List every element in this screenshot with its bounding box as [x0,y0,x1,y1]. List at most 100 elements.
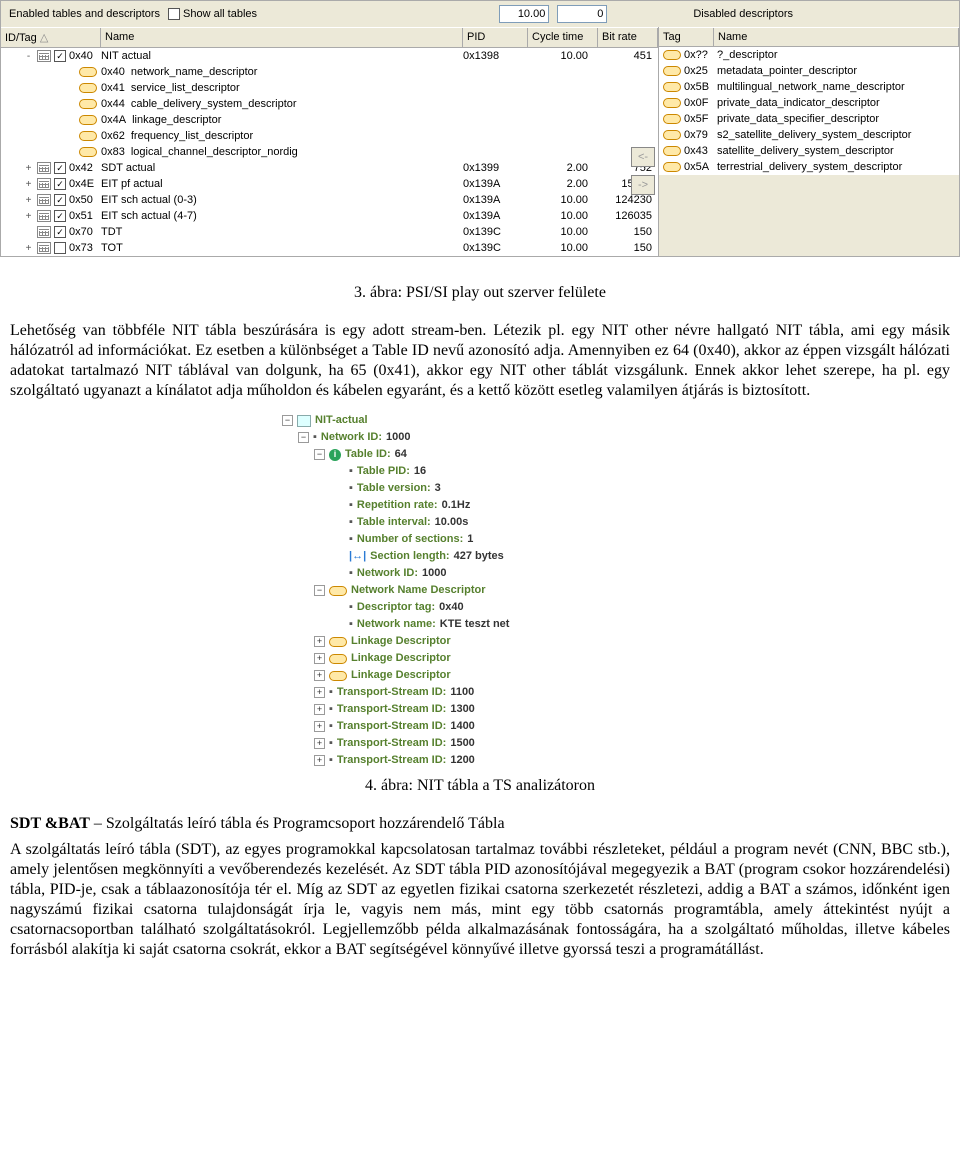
expand-toggle[interactable]: + [314,738,325,749]
row-bitrate: 150 [598,242,658,254]
table-row[interactable]: 0x5Aterrestrial_delivery_system_descript… [659,159,959,175]
showall-checkbox[interactable] [168,8,180,20]
descriptor-icon [79,67,97,77]
table-icon [37,178,51,190]
table-row[interactable]: 0x83logical_channel_descriptor_nordig [1,144,658,160]
table-row[interactable]: 0x5Bmultilingual_network_name_descriptor [659,79,959,95]
table-icon [37,50,51,62]
row-checkbox[interactable] [54,242,66,254]
tree-label: Transport-Stream ID: [337,686,446,700]
row-checkbox[interactable]: ✓ [54,226,66,238]
row-name: private_data_specifier_descriptor [717,113,955,125]
num-input-a[interactable] [499,5,549,23]
bullet-icon: ▪ [329,737,333,751]
row-name: TDT [101,226,463,238]
row-tag: 0x0F [684,97,708,109]
tree-label: Transport-Stream ID: [337,703,446,717]
bullet-icon: ▪ [349,601,353,615]
num-input-b[interactable] [557,5,607,23]
tree-label: Linkage Descriptor [351,635,451,649]
tree-line: +Linkage Descriptor [276,650,684,667]
table-row[interactable]: 0x4Alinkage_descriptor [1,112,658,128]
row-tag: 0x25 [684,65,708,77]
table-row[interactable]: 0x44cable_delivery_system_descriptor [1,96,658,112]
table-icon [37,162,51,174]
sdt-bat-heading: SDT &BAT – Szolgáltatás leíró tábla és P… [10,814,950,834]
bullet-icon: ▪ [329,686,333,700]
expand-toggle[interactable]: + [314,636,325,647]
expand-toggle[interactable]: + [314,704,325,715]
expand-toggle[interactable]: + [23,211,34,222]
table-row[interactable]: 0x25metadata_pointer_descriptor [659,63,959,79]
expand-toggle[interactable]: + [314,653,325,664]
expand-toggle[interactable]: − [282,415,293,426]
row-pid: 0x139A [463,210,528,222]
tree-label: Linkage Descriptor [351,669,451,683]
col-id[interactable]: ID/Tag [5,32,37,44]
expand-toggle[interactable]: + [314,721,325,732]
row-id: 0x42 [69,162,93,174]
expand-toggle[interactable]: − [314,449,325,460]
table-row[interactable]: -✓0x40NIT actual0x139810.00451 [1,48,658,64]
expand-toggle[interactable]: − [298,432,309,443]
expand-toggle[interactable]: + [314,755,325,766]
table-row[interactable]: ✓0x70TDT0x139C10.00150 [1,224,658,240]
tree-value: 1000 [386,431,410,445]
tree-line: ▪Descriptor tag: 0x40 [276,599,684,616]
row-name: multilingual_network_name_descriptor [717,81,955,93]
tree-line: ▪Table interval: 10.00s [276,514,684,531]
row-checkbox[interactable]: ✓ [54,50,66,62]
col-name[interactable]: Name [101,28,463,47]
table-row[interactable]: +✓0x50EIT sch actual (0-3)0x139A10.00124… [1,192,658,208]
row-id: 0x50 [69,194,93,206]
expand-toggle[interactable]: + [23,243,34,254]
table-row[interactable]: +✓0x51EIT sch actual (4-7)0x139A10.00126… [1,208,658,224]
tree-value: 1500 [450,737,474,751]
row-name: TOT [101,242,463,254]
expand-toggle[interactable]: − [314,585,325,596]
expand-toggle[interactable]: + [23,195,34,206]
tree-label: Descriptor tag: [357,601,435,615]
col-tag[interactable]: Tag [659,28,714,46]
expand-toggle[interactable]: + [314,670,325,681]
table-row[interactable]: 0x41service_list_descriptor [1,80,658,96]
tree-value: 1300 [450,703,474,717]
expand-toggle[interactable]: - [23,51,34,62]
move-left-button[interactable]: <- [631,147,655,167]
expand-toggle[interactable]: + [23,163,34,174]
row-checkbox[interactable]: ✓ [54,162,66,174]
row-checkbox[interactable]: ✓ [54,194,66,206]
expand-toggle[interactable]: + [314,687,325,698]
table-row[interactable]: 0x5Fprivate_data_specifier_descriptor [659,111,959,127]
row-cycle: 10.00 [528,210,598,222]
row-checkbox[interactable]: ✓ [54,210,66,222]
row-name: private_data_indicator_descriptor [717,97,955,109]
table-row[interactable]: 0x43satellite_delivery_system_descriptor [659,143,959,159]
tree-value: 1000 [422,567,446,581]
tree-line: +▪Transport-Stream ID: 1500 [276,735,684,752]
table-icon [37,242,51,254]
table-row[interactable]: 0x???_descriptor [659,47,959,63]
row-id: 0x73 [69,242,93,254]
col-bitrate[interactable]: Bit rate [598,28,658,47]
col-rname[interactable]: Name [714,28,959,46]
tree-value: 1200 [450,754,474,768]
col-cycle[interactable]: Cycle time [528,28,598,47]
table-row[interactable]: 0x62frequency_list_descriptor [1,128,658,144]
bullet-icon: ▪ [349,465,353,479]
table-row[interactable]: 0x79s2_satellite_delivery_system_descrip… [659,127,959,143]
row-id: 0x40 [101,66,125,78]
table-row[interactable]: +✓0x42SDT actual0x13992.00752 [1,160,658,176]
row-id: 0x41 [101,82,125,94]
move-right-button[interactable]: -> [631,175,655,195]
expand-toggle[interactable]: + [23,179,34,190]
disabled-descriptors-pane: <- -> Tag Name 0x???_descriptor0x25metad… [659,27,959,256]
table-icon [37,210,51,222]
row-checkbox[interactable]: ✓ [54,178,66,190]
col-pid[interactable]: PID [463,28,528,47]
table-row[interactable]: +✓0x4EEIT pf actual0x139A2.0015792 [1,176,658,192]
table-row[interactable]: +0x73TOT0x139C10.00150 [1,240,658,256]
table-row[interactable]: 0x40network_name_descriptor [1,64,658,80]
tree-line: + Linkage Descriptor [276,633,684,650]
table-row[interactable]: 0x0F private_data_indicator_descriptor [659,95,959,111]
